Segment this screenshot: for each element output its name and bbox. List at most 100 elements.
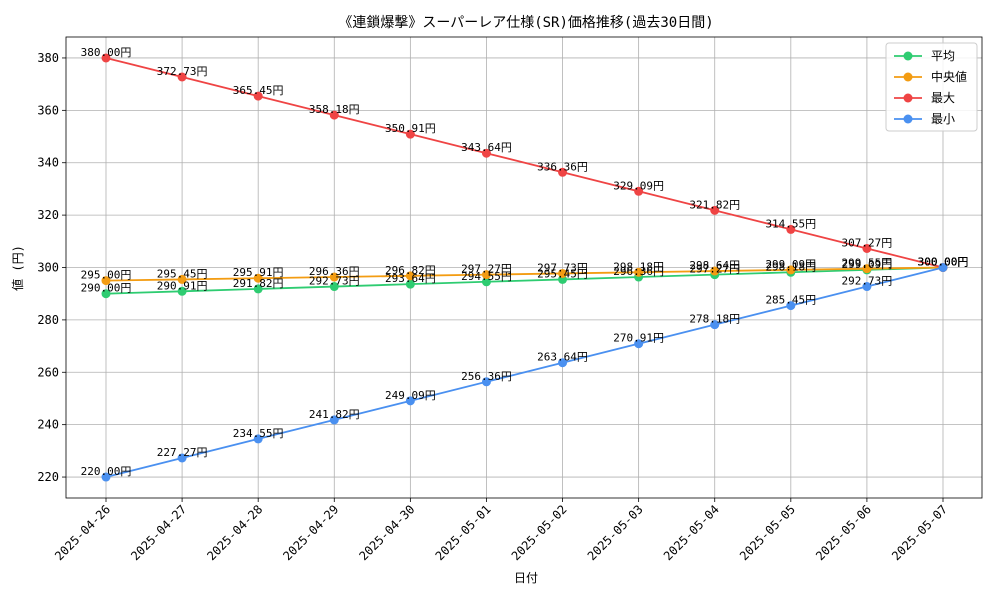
data-label: 295.91円 bbox=[233, 266, 284, 279]
legend-swatch-marker bbox=[903, 51, 913, 61]
data-label: 294.55円 bbox=[461, 270, 512, 283]
data-label: 297.27円 bbox=[461, 263, 512, 276]
data-point bbox=[253, 434, 263, 444]
data-label: 372.73円 bbox=[157, 65, 208, 78]
x-tick-label: 2025-05-06 bbox=[813, 502, 874, 563]
legend-entry: 最小 bbox=[931, 112, 955, 126]
data-label: 292.73円 bbox=[842, 275, 893, 288]
data-point bbox=[329, 415, 339, 425]
y-tick-label: 220 bbox=[37, 470, 59, 484]
y-tick-label: 380 bbox=[37, 51, 59, 65]
data-point bbox=[329, 272, 339, 282]
data-label: 329.09円 bbox=[613, 179, 664, 192]
x-tick-label: 2025-04-27 bbox=[128, 502, 189, 563]
data-point bbox=[101, 53, 111, 63]
data-label: 298.64円 bbox=[689, 259, 740, 272]
data-label: 290.91円 bbox=[157, 279, 208, 292]
x-tick-label: 2025-04-26 bbox=[52, 502, 113, 563]
legend-entry: 最大 bbox=[931, 91, 955, 105]
data-point bbox=[253, 273, 263, 283]
data-label: 298.18円 bbox=[613, 260, 664, 273]
data-label: 296.36円 bbox=[309, 265, 360, 278]
x-tick-label: 2025-05-03 bbox=[585, 502, 646, 563]
data-label: 295.45円 bbox=[537, 267, 588, 280]
y-tick-label: 260 bbox=[37, 365, 59, 379]
legend-swatch-marker bbox=[903, 93, 913, 103]
data-point bbox=[101, 472, 111, 482]
data-label: 350.91円 bbox=[385, 122, 436, 135]
data-point bbox=[786, 224, 796, 234]
x-tick-label: 2025-05-07 bbox=[889, 502, 950, 563]
data-label: 298.18円 bbox=[765, 260, 816, 273]
data-point bbox=[634, 267, 644, 277]
series-line bbox=[105, 266, 944, 282]
data-point bbox=[481, 377, 491, 387]
data-label: 300.00円 bbox=[918, 256, 969, 269]
data-label: 321.82円 bbox=[689, 198, 740, 211]
data-point bbox=[558, 268, 568, 278]
data-label: 297.27円 bbox=[689, 263, 740, 276]
series-line bbox=[105, 266, 944, 295]
x-tick-label: 2025-05-01 bbox=[433, 502, 494, 563]
data-label: 300.00円 bbox=[918, 256, 969, 269]
data-point bbox=[253, 284, 263, 294]
data-label: 234.55円 bbox=[233, 427, 284, 440]
data-label: 365.45円 bbox=[233, 84, 284, 97]
data-label: 380.00円 bbox=[81, 46, 132, 59]
data-point bbox=[481, 270, 491, 280]
data-point bbox=[786, 265, 796, 275]
y-tick-label: 280 bbox=[37, 313, 59, 327]
data-label: 336.36円 bbox=[537, 160, 588, 173]
data-label: 307.27円 bbox=[842, 236, 893, 249]
data-point bbox=[177, 453, 187, 463]
data-labels: 290.00円 290.91円 291.82円 292.73円 293.64円 294.5… bbox=[81, 46, 969, 478]
data-label: 293.64円 bbox=[385, 272, 436, 285]
data-label: 299.09円 bbox=[842, 258, 893, 271]
data-point bbox=[710, 320, 720, 330]
legend-box bbox=[885, 42, 978, 132]
data-label: 263.64円 bbox=[537, 351, 588, 364]
data-point bbox=[481, 277, 491, 287]
data-point bbox=[938, 263, 948, 272]
data-point bbox=[558, 167, 568, 177]
y-tick-label: 340 bbox=[37, 156, 59, 170]
data-point bbox=[710, 205, 720, 215]
data-label: 296.36円 bbox=[613, 265, 664, 278]
data-label: 220.00円 bbox=[81, 465, 132, 478]
plot-frame bbox=[65, 36, 983, 499]
data-point bbox=[177, 72, 187, 82]
data-point bbox=[634, 186, 644, 196]
data-label: 299.09円 bbox=[765, 258, 816, 271]
data-label: 314.55円 bbox=[765, 217, 816, 230]
data-point bbox=[481, 148, 491, 158]
data-point bbox=[786, 301, 796, 311]
data-label: 270.91円 bbox=[613, 332, 664, 345]
data-label: 285.45円 bbox=[765, 294, 816, 307]
x-tick-label: 2025-05-05 bbox=[737, 502, 798, 563]
data-label: 297.73円 bbox=[537, 261, 588, 274]
data-label: 291.82円 bbox=[233, 277, 284, 290]
series-line bbox=[105, 266, 944, 478]
data-point bbox=[177, 274, 187, 284]
data-point bbox=[862, 282, 872, 292]
data-point bbox=[101, 289, 111, 299]
series-group bbox=[101, 53, 948, 482]
axes: 2025-04-26 2025-04-27 2025-04-28 2025-04-29… bbox=[37, 36, 983, 563]
legend-entry: 平均 bbox=[931, 49, 955, 63]
data-label: 300.00円 bbox=[918, 256, 969, 269]
data-point bbox=[177, 286, 187, 296]
data-point bbox=[329, 110, 339, 120]
data-point bbox=[101, 276, 111, 286]
data-point bbox=[634, 339, 644, 349]
data-point bbox=[253, 91, 263, 101]
data-label: 249.09円 bbox=[385, 389, 436, 402]
data-label: 300.00円 bbox=[918, 256, 969, 269]
y-tick-label: 240 bbox=[37, 418, 59, 432]
data-label: 295.00円 bbox=[81, 269, 132, 282]
data-label: 292.73円 bbox=[309, 275, 360, 288]
data-label: 290.00円 bbox=[81, 282, 132, 295]
x-tick-label: 2025-04-29 bbox=[280, 502, 341, 563]
y-tick-label: 360 bbox=[37, 103, 59, 117]
